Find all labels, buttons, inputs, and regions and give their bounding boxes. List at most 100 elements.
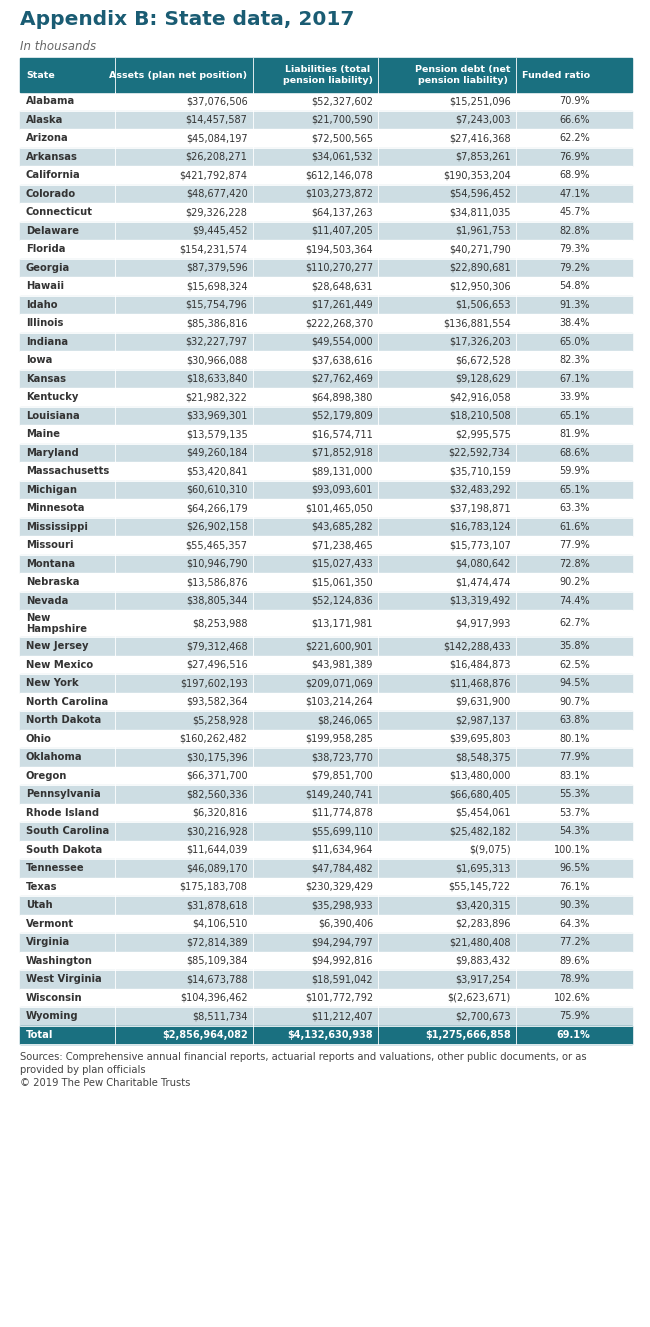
- Text: $1,695,313: $1,695,313: [456, 864, 511, 873]
- Text: $5,454,061: $5,454,061: [455, 808, 511, 817]
- Text: $47,784,482: $47,784,482: [311, 864, 373, 873]
- Text: $5,258,928: $5,258,928: [192, 715, 248, 726]
- Text: Mississippi: Mississippi: [26, 522, 88, 532]
- Bar: [20, 804, 632, 821]
- Text: $64,898,380: $64,898,380: [311, 393, 373, 402]
- Bar: [20, 406, 632, 425]
- Text: $149,240,741: $149,240,741: [306, 790, 373, 799]
- Text: $71,238,465: $71,238,465: [311, 540, 373, 551]
- Text: Oklahoma: Oklahoma: [26, 752, 83, 762]
- Text: $11,407,205: $11,407,205: [311, 226, 373, 236]
- Text: $13,586,876: $13,586,876: [186, 577, 248, 588]
- Text: $197,602,193: $197,602,193: [180, 678, 248, 689]
- Text: Connecticut: Connecticut: [26, 207, 93, 218]
- Text: Pennsylvania: Pennsylvania: [26, 790, 101, 799]
- Text: $222,268,370: $222,268,370: [305, 318, 373, 328]
- Text: $2,700,673: $2,700,673: [455, 1011, 511, 1022]
- Text: $9,128,629: $9,128,629: [455, 374, 511, 384]
- Text: $40,271,790: $40,271,790: [449, 244, 511, 255]
- Text: 76.9%: 76.9%: [560, 151, 590, 162]
- Bar: [20, 184, 632, 203]
- Text: 59.9%: 59.9%: [560, 466, 590, 476]
- Bar: [20, 877, 632, 896]
- Text: State: State: [26, 70, 55, 80]
- Text: $9,445,452: $9,445,452: [192, 226, 248, 236]
- Text: Idaho: Idaho: [26, 300, 57, 309]
- Text: 82.8%: 82.8%: [560, 226, 590, 236]
- Text: $66,680,405: $66,680,405: [449, 790, 511, 799]
- Text: Kansas: Kansas: [26, 374, 66, 384]
- Text: 102.6%: 102.6%: [554, 993, 590, 1003]
- Text: $52,179,809: $52,179,809: [311, 411, 373, 421]
- Bar: [20, 369, 632, 387]
- Text: $209,071,069: $209,071,069: [306, 678, 373, 689]
- Text: $55,145,722: $55,145,722: [448, 881, 511, 892]
- Text: Virginia: Virginia: [26, 937, 70, 947]
- Text: $85,109,384: $85,109,384: [186, 955, 248, 966]
- Text: Montana: Montana: [26, 559, 75, 569]
- Bar: [20, 656, 632, 674]
- Text: $11,774,878: $11,774,878: [311, 808, 373, 817]
- Text: 80.1%: 80.1%: [560, 734, 590, 743]
- Text: $79,312,468: $79,312,468: [186, 641, 248, 652]
- Bar: [20, 951, 632, 970]
- Text: $21,700,590: $21,700,590: [311, 114, 373, 125]
- Text: 65.1%: 65.1%: [560, 411, 590, 421]
- Text: 90.3%: 90.3%: [560, 900, 590, 910]
- Text: $15,251,096: $15,251,096: [449, 97, 511, 106]
- Text: $60,610,310: $60,610,310: [186, 484, 248, 495]
- Text: 54.3%: 54.3%: [560, 827, 590, 836]
- Text: $4,917,993: $4,917,993: [456, 618, 511, 629]
- Text: 61.6%: 61.6%: [560, 522, 590, 532]
- Bar: [20, 425, 632, 443]
- Bar: [20, 896, 632, 914]
- Text: 68.9%: 68.9%: [560, 170, 590, 180]
- Text: $52,327,602: $52,327,602: [311, 97, 373, 106]
- Text: $17,326,203: $17,326,203: [449, 337, 511, 346]
- Text: $9,631,900: $9,631,900: [456, 697, 511, 707]
- Bar: [20, 914, 632, 933]
- Text: $55,699,110: $55,699,110: [311, 827, 373, 836]
- Text: $2,987,137: $2,987,137: [455, 715, 511, 726]
- Text: South Carolina: South Carolina: [26, 827, 109, 836]
- Text: $2,283,896: $2,283,896: [455, 918, 511, 929]
- Bar: [20, 352, 632, 369]
- Text: Total: Total: [26, 1030, 53, 1040]
- Bar: [20, 970, 632, 989]
- Text: $94,992,816: $94,992,816: [311, 955, 373, 966]
- Text: 83.1%: 83.1%: [560, 771, 590, 780]
- Bar: [20, 821, 632, 840]
- Bar: [20, 933, 632, 951]
- Text: 78.9%: 78.9%: [560, 974, 590, 985]
- Text: $18,591,042: $18,591,042: [311, 974, 373, 985]
- Text: $64,137,263: $64,137,263: [311, 207, 373, 218]
- Text: $104,396,462: $104,396,462: [180, 993, 248, 1003]
- Text: $230,329,429: $230,329,429: [305, 881, 373, 892]
- Bar: [20, 767, 632, 786]
- Text: $71,852,918: $71,852,918: [311, 447, 373, 458]
- Text: Rhode Island: Rhode Island: [26, 808, 99, 817]
- Text: $154,231,574: $154,231,574: [179, 244, 248, 255]
- Text: $82,560,336: $82,560,336: [186, 790, 248, 799]
- Text: $49,554,000: $49,554,000: [311, 337, 373, 346]
- Text: $39,695,803: $39,695,803: [449, 734, 511, 743]
- Text: North Dakota: North Dakota: [26, 715, 101, 726]
- Text: $11,468,876: $11,468,876: [449, 678, 511, 689]
- Text: 75.9%: 75.9%: [560, 1011, 590, 1022]
- Text: Texas: Texas: [26, 881, 57, 892]
- Text: $27,416,368: $27,416,368: [449, 133, 511, 143]
- Text: North Carolina: North Carolina: [26, 697, 109, 707]
- Text: $136,881,554: $136,881,554: [443, 318, 511, 328]
- Text: 65.1%: 65.1%: [560, 484, 590, 495]
- Text: Maine: Maine: [26, 429, 60, 439]
- Text: 63.3%: 63.3%: [560, 503, 590, 514]
- Text: 79.2%: 79.2%: [560, 263, 590, 273]
- Text: Missouri: Missouri: [26, 540, 73, 551]
- Text: 96.5%: 96.5%: [560, 864, 590, 873]
- Text: $8,548,375: $8,548,375: [455, 752, 511, 762]
- Text: 53.7%: 53.7%: [560, 808, 590, 817]
- Text: $110,270,277: $110,270,277: [305, 263, 373, 273]
- Text: $6,390,406: $6,390,406: [318, 918, 373, 929]
- Bar: [20, 110, 632, 129]
- Text: New Mexico: New Mexico: [26, 660, 93, 670]
